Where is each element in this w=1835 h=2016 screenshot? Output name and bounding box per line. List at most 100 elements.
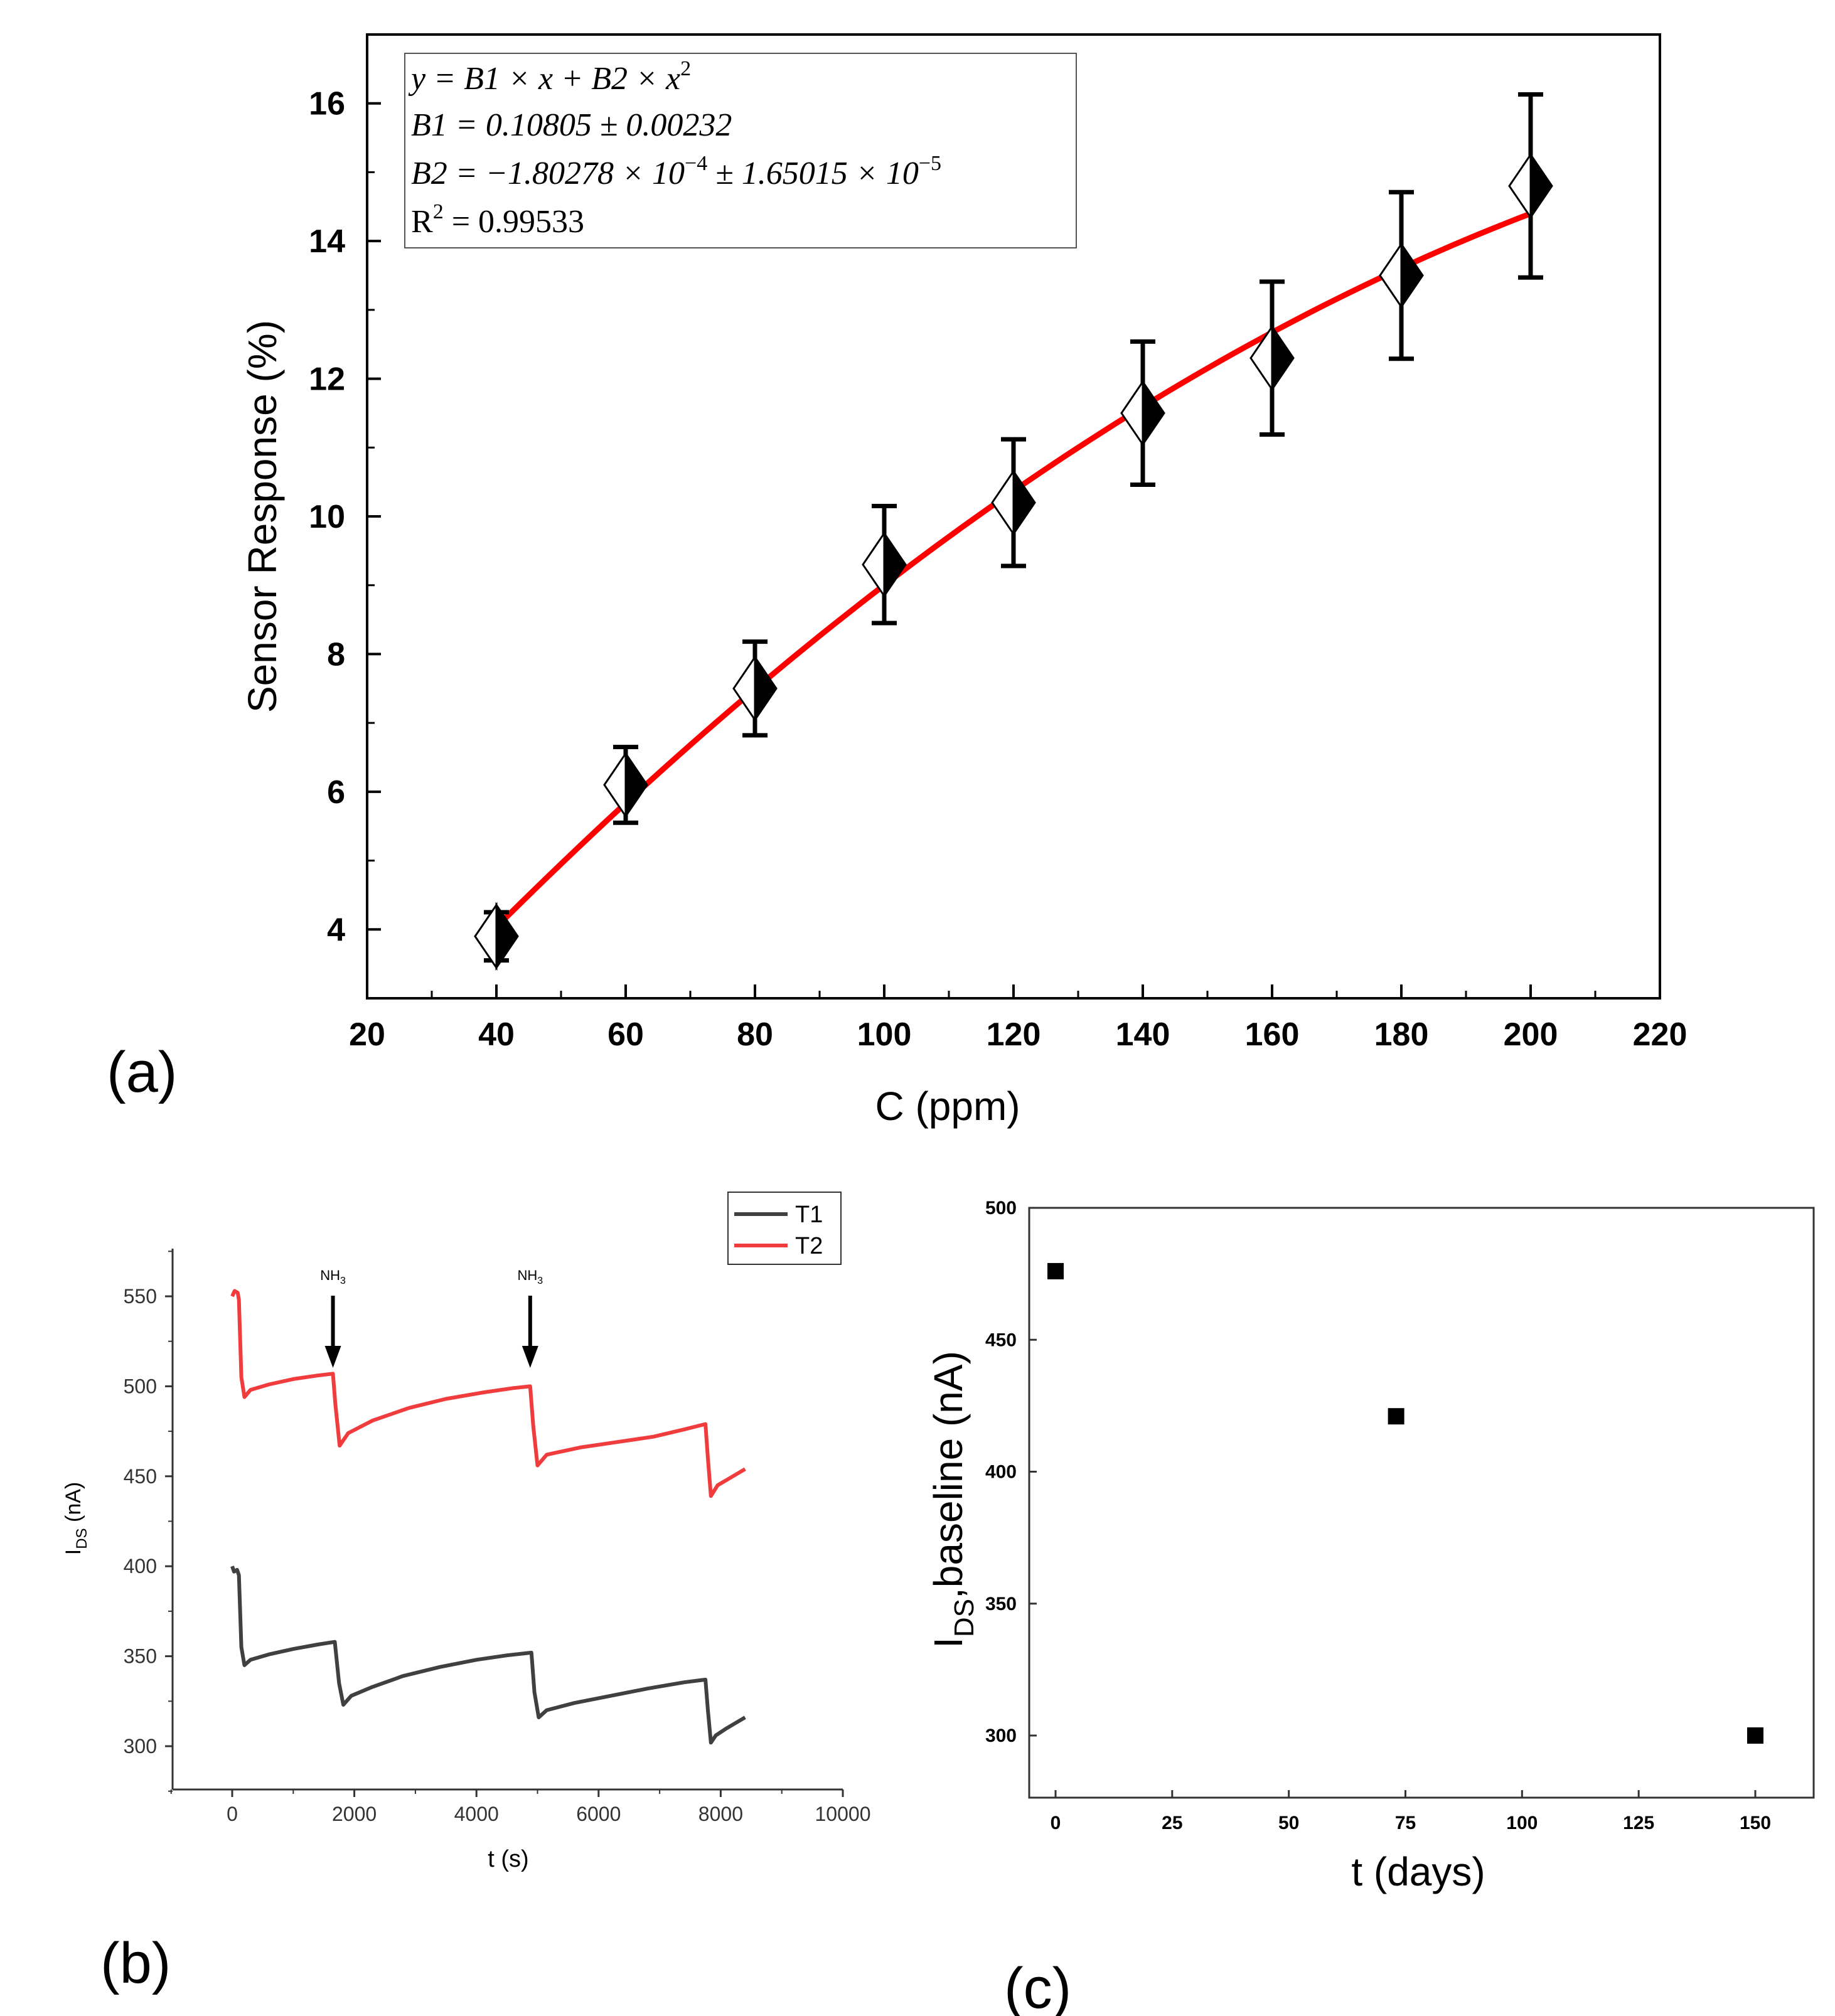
panel-c-x-label: t (days) xyxy=(1351,1849,1485,1894)
fit-curve xyxy=(494,211,1532,929)
diamond-marker-left-half xyxy=(1379,241,1403,310)
panel-b-legend: T1 T2 xyxy=(727,1192,842,1265)
panel-a-x-tick-label: 120 xyxy=(987,1016,1041,1053)
panel-a-y-tick-label: 6 xyxy=(327,774,345,811)
panel-b-x-tick-label: 8000 xyxy=(698,1803,743,1825)
diamond-marker-left-half xyxy=(1120,378,1144,448)
panel-b-x-label: t (s) xyxy=(488,1846,528,1872)
fit-equation-line3: B2 = −1.80278 × 10−4 ± 1.65015 × 10−5 xyxy=(411,152,941,191)
panel-a-fit-chart: 20 40 60 80 100 120 140 160 180 200 220 4 6 8 10 12 14 16… xyxy=(107,33,1688,1129)
panel-c-x-tick-label: 0 xyxy=(1051,1813,1061,1833)
panel-c-axes: 0 25 50 75 100 125 150 300 350 400 450 500 xyxy=(985,1198,1771,1833)
fit-equation-box: y = B1 × x + B2 × x2 B1 = 0.10805 ± 0.00… xyxy=(404,53,1077,248)
panel-c-x-tick-label: 100 xyxy=(1506,1813,1538,1833)
panel-a-y-tick-label: 16 xyxy=(309,86,345,122)
panel-c-y-tick-label: 400 xyxy=(985,1462,1017,1483)
panel-a-x-tick-label: 80 xyxy=(737,1016,773,1053)
nh3-arrow-head xyxy=(522,1346,538,1368)
diamond-marker-right-half xyxy=(495,902,519,971)
panel-b-y-tick-label: 450 xyxy=(124,1465,157,1488)
panel-a-x-tick-label: 20 xyxy=(349,1016,385,1053)
diamond-marker-right-half xyxy=(1271,323,1295,393)
panel-c-y-tick-label: 300 xyxy=(985,1725,1017,1746)
panel-b-y-tick-label: 350 xyxy=(124,1645,157,1668)
panel-a-y-tick-label: 10 xyxy=(309,499,345,535)
panel-c-y-tick-label: 500 xyxy=(985,1198,1017,1219)
square-marker xyxy=(1747,1727,1763,1744)
panel-c-x-tick-label: 125 xyxy=(1623,1813,1654,1833)
panel-a-x-tick-label: 60 xyxy=(607,1016,644,1053)
panel-a-y-tick-label: 8 xyxy=(327,636,345,673)
panel-a-axes: 20 40 60 80 100 120 140 160 180 200 220 4 6 8 10 12 14 16 xyxy=(309,33,1688,1053)
panel-b-x-tick-label: 10000 xyxy=(815,1803,871,1825)
panel-a-x-label: C (ppm) xyxy=(875,1084,1020,1129)
diamond-marker-right-half xyxy=(1012,468,1036,537)
panel-b-y-tick-label: 550 xyxy=(124,1285,157,1308)
diamond-marker-right-half xyxy=(1529,151,1553,221)
diamond-marker-right-half xyxy=(1142,378,1165,448)
panel-c-x-tick-label: 75 xyxy=(1395,1813,1416,1833)
panel-a-y-label: Sensor Response (%) xyxy=(240,320,285,713)
panel-b-line-chart: 0 2000 4000 6000 8000 10000 300 350 400 450 500 550… xyxy=(62,1192,870,1995)
panel-a-x-tick-label: 160 xyxy=(1245,1016,1300,1053)
nh3-arrow-head xyxy=(324,1346,341,1368)
legend-label-t1: T1 xyxy=(795,1202,823,1228)
square-marker xyxy=(1047,1262,1064,1279)
panel-c-y-tick-label: 450 xyxy=(985,1330,1017,1350)
fit-equation-line4: R2 = 0.99533 xyxy=(411,200,584,240)
nh3-arrow-label: NH3 xyxy=(517,1267,543,1286)
panel-c-y-tick-label: 350 xyxy=(985,1594,1017,1614)
series-line-t1 xyxy=(230,1565,746,1745)
fit-equation-line1: y = B1 × x + B2 × x2 xyxy=(408,57,691,97)
panel-a-x-tick-label: 200 xyxy=(1504,1016,1558,1053)
fit-equation-frame xyxy=(404,53,1077,248)
panel-b-y-tick-label: 400 xyxy=(124,1555,157,1577)
fit-equation-line2: B1 = 0.10805 ± 0.00232 xyxy=(411,107,732,143)
diamond-marker-left-half xyxy=(991,468,1015,537)
diamond-marker-right-half xyxy=(624,750,648,819)
panel-a-label: (a) xyxy=(107,1040,177,1104)
nh3-arrow-label: NH3 xyxy=(320,1267,346,1286)
panel-a-markers xyxy=(474,151,1553,971)
panel-b-x-tick-label: 0 xyxy=(227,1803,238,1825)
panel-c-x-tick-label: 150 xyxy=(1740,1813,1771,1833)
diamond-marker-left-half xyxy=(1508,151,1532,221)
legend-frame xyxy=(727,1192,842,1265)
diamond-marker-right-half xyxy=(883,530,907,599)
diamond-marker-right-half xyxy=(1400,241,1424,310)
panel-b-x-tick-label: 2000 xyxy=(332,1803,377,1825)
panel-c-plot-frame xyxy=(1028,1207,1815,1799)
panel-b-x-tick-label: 4000 xyxy=(454,1803,499,1825)
panel-b-label: (b) xyxy=(100,1931,171,1995)
panel-b-y-tick-label: 300 xyxy=(124,1735,157,1757)
diamond-marker-right-half xyxy=(754,654,778,723)
panel-a-x-tick-label: 140 xyxy=(1116,1016,1170,1053)
panel-a-x-tick-label: 40 xyxy=(478,1016,515,1053)
panel-b-y-tick-label: 500 xyxy=(124,1375,157,1397)
panel-b-x-tick-label: 6000 xyxy=(576,1803,621,1825)
panel-c-x-tick-label: 25 xyxy=(1162,1813,1182,1833)
panel-c-scatter-chart: 0 25 50 75 100 125 150 300 350 400 450 500 t (days)… xyxy=(926,1198,1815,2016)
panel-c-label: (c) xyxy=(1004,1956,1071,2016)
panel-a-x-tick-label: 220 xyxy=(1633,1016,1688,1053)
panel-a-y-tick-label: 12 xyxy=(309,361,345,398)
panel-c-markers xyxy=(1047,1262,1763,1744)
square-marker xyxy=(1388,1408,1404,1425)
diamond-marker-left-half xyxy=(862,530,885,599)
panel-a-fit-curve xyxy=(494,211,1532,929)
panel-c-x-tick-label: 50 xyxy=(1278,1813,1299,1833)
panel-a-y-tick-label: 14 xyxy=(309,223,345,260)
panel-a-x-tick-label: 100 xyxy=(857,1016,912,1053)
panel-b-arrows: NH3 NH3 xyxy=(320,1267,543,1368)
panel-c-y-label: IDS,baseline (nA) xyxy=(926,1351,980,1648)
panel-b-axes: 0 2000 4000 6000 8000 10000 300 350 400 450 500 550 xyxy=(124,1251,871,1825)
diamond-marker-left-half xyxy=(603,750,627,819)
series-line-t2 xyxy=(230,1289,746,1498)
diamond-marker-left-half xyxy=(732,654,756,723)
panel-a-y-tick-label: 4 xyxy=(327,912,345,948)
legend-label-t2: T2 xyxy=(795,1233,823,1259)
panel-a-x-tick-label: 180 xyxy=(1374,1016,1429,1053)
panel-b-y-label: IDS (nA) xyxy=(62,1482,90,1555)
panel-b-series xyxy=(230,1289,746,1745)
